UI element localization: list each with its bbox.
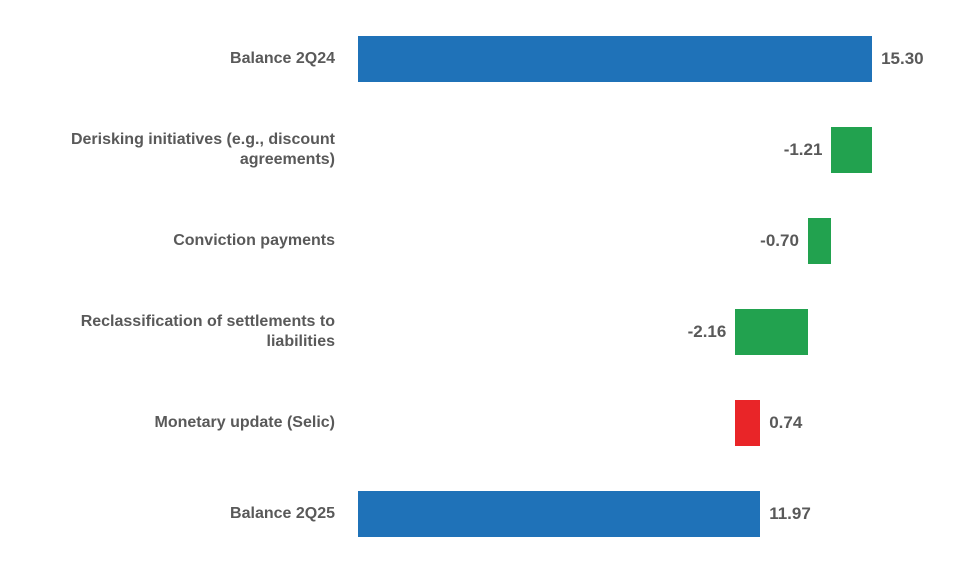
value-label: -0.70	[760, 231, 799, 250]
value-label: 15.30	[881, 49, 924, 68]
category-label: Monetary update (Selic)	[15, 413, 335, 433]
waterfall-bar-total	[358, 491, 761, 537]
value-label: 0.74	[769, 413, 803, 432]
category-label-line: Reclassification of settlements to	[80, 313, 335, 330]
category-label-line: Balance 2Q25	[230, 505, 335, 522]
waterfall-bar-decrease	[807, 218, 832, 264]
category-label-line: Monetary update (Selic)	[154, 414, 335, 431]
value-label: -2.16	[687, 322, 727, 341]
waterfall-bar-decrease	[831, 127, 873, 173]
category-label-line: Balance 2Q24	[230, 50, 335, 67]
waterfall-bar-increase	[735, 400, 761, 446]
category-label: Reclassification of settlements to liabil…	[15, 312, 335, 352]
category-label: Balance 2Q25	[15, 504, 335, 524]
waterfall-bar-total	[358, 36, 873, 82]
value-label: -1.21	[783, 140, 823, 159]
category-label-line: Conviction payments	[173, 232, 335, 249]
value-label: 11.97	[769, 504, 811, 523]
category-label-line: Derisking initiatives (e.g., discount	[70, 131, 335, 148]
waterfall-bar-decrease	[735, 309, 808, 355]
category-label-line: liabilities	[266, 333, 335, 350]
category-label: Conviction payments	[15, 231, 335, 251]
category-label: Derisking initiatives (e.g., discount agr…	[15, 130, 335, 170]
category-label-line: agreements)	[239, 151, 335, 168]
category-label: Balance 2Q24	[15, 49, 335, 69]
